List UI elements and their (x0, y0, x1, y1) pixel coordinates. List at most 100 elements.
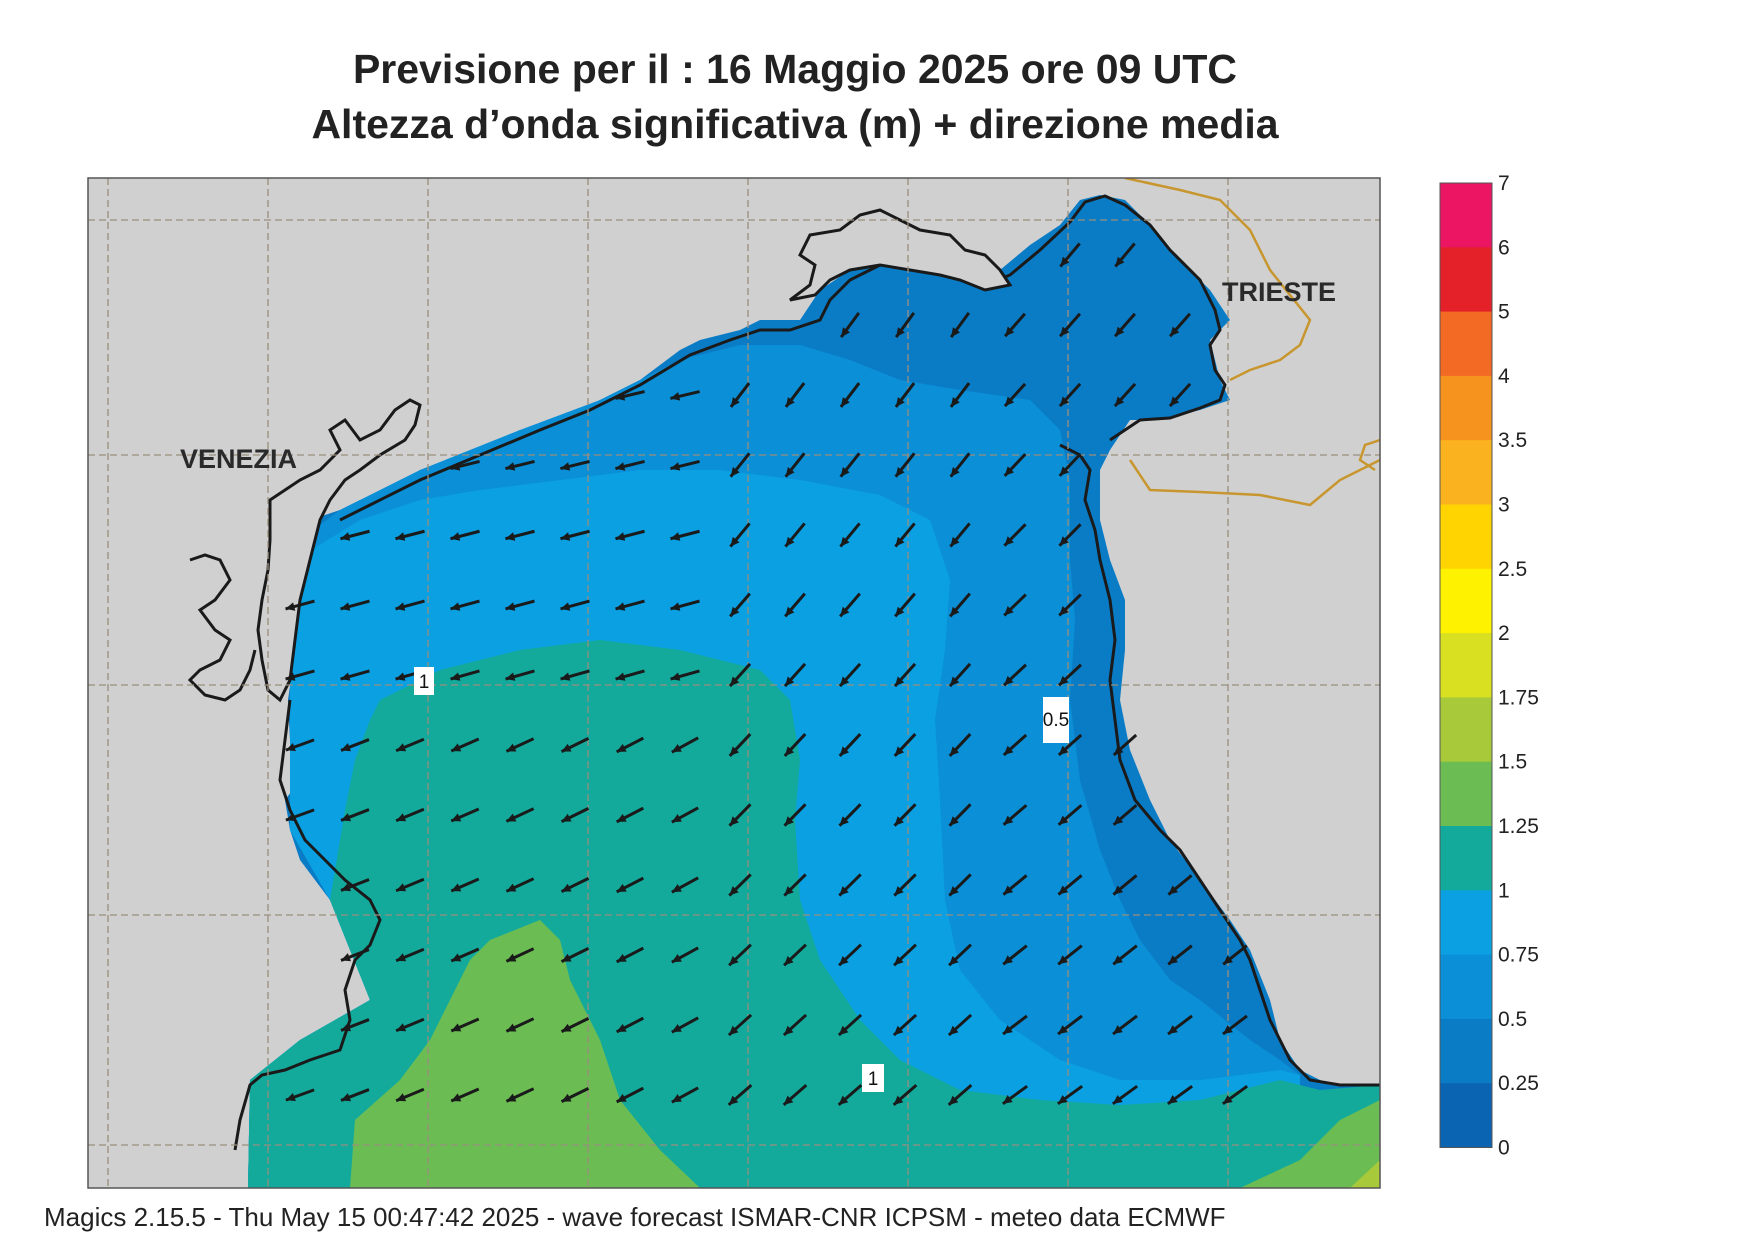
wave-direction-arrow (728, 733, 752, 757)
wave-direction-arrow (783, 803, 807, 827)
wave-direction-arrow (782, 1084, 808, 1106)
wave-direction-arrow (671, 736, 699, 754)
wave-direction-arrow (560, 947, 590, 963)
svg-text:1: 1 (868, 1069, 879, 1090)
wave-direction-arrow (505, 807, 535, 823)
map-title: Previsione per il : 16 Maggio 2025 ore 0… (352, 46, 1238, 92)
wave-direction-arrow (892, 1013, 918, 1037)
wave-direction-arrow (893, 873, 917, 897)
wave-direction-arrow (1002, 874, 1028, 896)
wave-direction-arrow (839, 522, 861, 548)
wave-direction-arrow (340, 599, 370, 611)
wave-direction-arrow (892, 1084, 918, 1106)
wave-direction-arrow (670, 459, 700, 471)
wave-direction-arrow (340, 878, 370, 892)
wave-direction-arrow (615, 390, 645, 401)
wave-direction-arrow (450, 1087, 480, 1103)
wave-band-1.25-1.5 (350, 920, 700, 1188)
wave-direction-arrow (1057, 804, 1083, 826)
wave-direction-arrow (285, 738, 315, 752)
wave-direction-arrow (1058, 523, 1082, 547)
wave-direction-arrow (838, 733, 862, 757)
wave-direction-arrow (560, 669, 590, 681)
wave-direction-arrow (1167, 874, 1193, 896)
wave-direction-arrow (729, 522, 751, 548)
wave-direction-arrow (839, 312, 861, 338)
wave-direction-arrow (948, 873, 972, 897)
wave-direction-arrow (728, 943, 752, 967)
wave-direction-arrow (948, 733, 972, 757)
wave-direction-arrow (1112, 733, 1138, 757)
wave-direction-arrow (894, 522, 916, 548)
wave-direction-arrow (948, 803, 972, 827)
wave-direction-arrow (893, 662, 917, 688)
wave-direction-arrow (340, 1088, 370, 1102)
wave-direction-arrow (839, 382, 861, 408)
colorbar-swatch (1440, 1018, 1492, 1084)
colorbar-swatch (1440, 761, 1492, 827)
wave-direction-arrow (838, 662, 862, 688)
wave-direction-arrow (560, 1017, 590, 1033)
wave-direction-arrow (729, 382, 751, 408)
wave-direction-arrow (671, 1086, 699, 1104)
wave-direction-arrow (670, 669, 700, 681)
svg-text:1: 1 (419, 672, 430, 693)
national-border (1124, 178, 1312, 382)
wave-direction-arrow (947, 1084, 973, 1106)
wave-direction-arrow (615, 1016, 645, 1034)
colorbar-swatch (1440, 375, 1492, 441)
wave-direction-arrow (728, 873, 752, 897)
wave-direction-arrow (893, 733, 917, 757)
wave-direction-arrow (784, 382, 806, 408)
wave-direction-arrow (1166, 1084, 1194, 1106)
colorbar-tick-label: 6 (1498, 236, 1510, 259)
wave-direction-arrow (560, 459, 590, 471)
wave-direction-arrow (1221, 1084, 1249, 1106)
wave-direction-arrow (1002, 944, 1028, 966)
wave-direction-arrow (395, 1087, 425, 1103)
wave-direction-arrow (505, 737, 535, 753)
colorbar-swatch (1440, 697, 1492, 763)
colorbar-frame (1439, 182, 1493, 1148)
wave-direction-arrow (505, 669, 535, 681)
colorbar-tick-label: 3 (1498, 494, 1510, 517)
wave-direction-arrow (728, 803, 752, 827)
wave-direction-arrow (782, 1013, 808, 1037)
wave-direction-arrow (727, 1013, 753, 1037)
colorbar-swatch (1440, 568, 1492, 634)
wave-direction-arrow (1002, 733, 1028, 757)
wave-direction-arrow (505, 459, 535, 471)
wave-direction-arrow (894, 312, 916, 338)
colorbar-swatch (1440, 183, 1492, 248)
colorbar-swatch (1440, 890, 1492, 956)
wave-direction-arrow (340, 738, 370, 752)
map-area: 1 0.5 1 VENEZIA TRIESTE (88, 178, 1380, 1188)
contour-label-1-south: 1 (862, 1064, 884, 1092)
wave-direction-arrow (1057, 733, 1083, 757)
colorbar-tick-label: 1.25 (1498, 815, 1539, 838)
wave-direction-arrow (949, 592, 971, 618)
city-label-venezia: VENEZIA (180, 444, 297, 474)
wave-direction-arrow (1001, 1084, 1029, 1106)
wave-direction-arrow (784, 522, 806, 548)
colorbar-swatch (1440, 826, 1492, 891)
wave-direction-arrow (395, 1017, 425, 1033)
wave-direction-arrow (395, 599, 425, 611)
wave-direction-arrow (505, 529, 535, 541)
wave-direction-arrow (1111, 1084, 1139, 1106)
wave-direction-arrow (450, 459, 480, 471)
colorbar-tick-label: 0.25 (1498, 1072, 1539, 1095)
wave-direction-arrow (894, 382, 916, 408)
wave-direction-arrow (784, 452, 806, 478)
wave-direction-arrows (285, 242, 1249, 1106)
wave-direction-arrow (450, 947, 480, 963)
wave-direction-arrow (1058, 663, 1082, 687)
wave-direction-arrow (1058, 382, 1082, 408)
wave-direction-arrow (837, 1013, 863, 1037)
wave-direction-arrow (1002, 804, 1028, 826)
colorbar-tick-label: 1.75 (1498, 686, 1539, 709)
grado-lagoon (789, 208, 1013, 302)
colorbar-swatch (1440, 311, 1492, 377)
wave-direction-arrow (783, 943, 807, 967)
wave-direction-arrow (340, 1018, 370, 1032)
